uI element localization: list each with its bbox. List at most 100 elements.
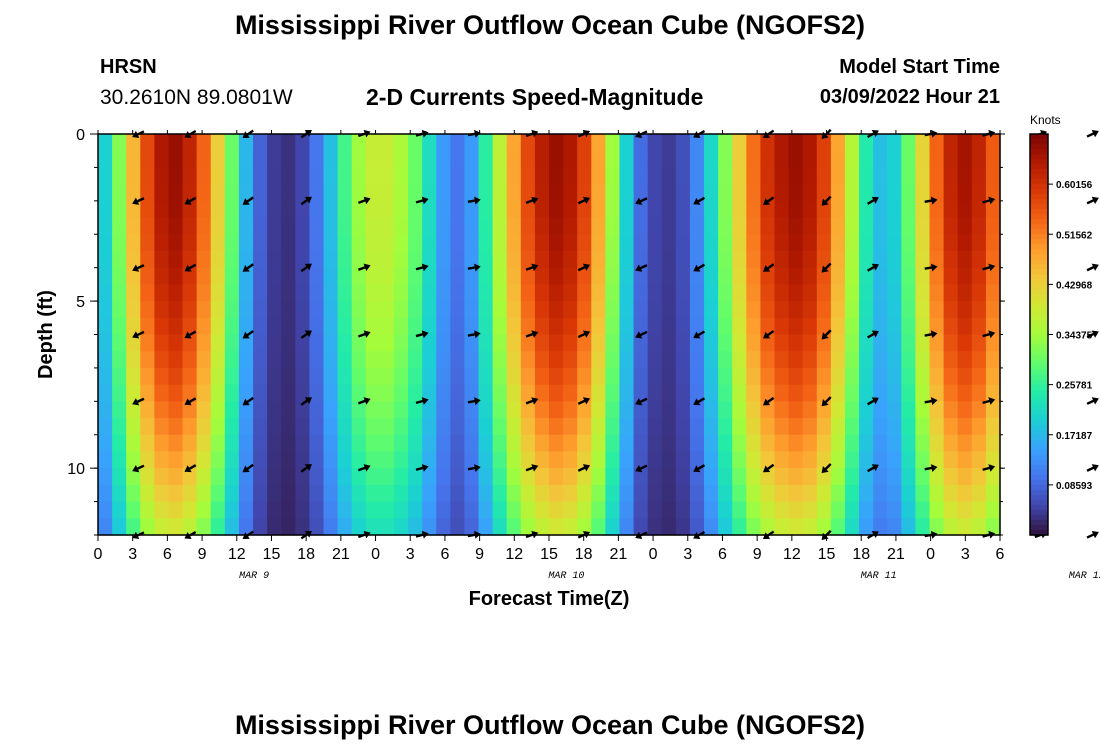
heatmap-cell [957, 301, 973, 319]
heatmap-cell [732, 484, 747, 503]
heatmap-cell [408, 334, 423, 352]
heatmap-cell [746, 284, 761, 302]
vector-head [531, 397, 539, 405]
colorbar-swatch [1030, 329, 1048, 336]
current-vector-arrow [762, 263, 775, 272]
heatmap-cell [788, 167, 804, 185]
heatmap-cell [478, 150, 494, 169]
heatmap-cell [478, 384, 494, 402]
heatmap-cell [422, 301, 437, 319]
heatmap-cell [281, 518, 296, 536]
heatmap-cell [746, 484, 761, 503]
vector-head [762, 331, 771, 339]
heatmap-cell [859, 468, 874, 486]
heatmap-cell [365, 234, 381, 252]
heatmap-cell [943, 468, 959, 486]
heatmap-cell [633, 217, 649, 235]
heatmap-cell [704, 418, 719, 436]
heatmap-cell [182, 434, 198, 453]
heatmap-cell [732, 184, 747, 202]
heatmap-cell [549, 501, 564, 519]
heatmap-cell [915, 301, 931, 319]
vector-head [184, 331, 192, 339]
heatmap-cell [126, 250, 141, 269]
heatmap-cell [985, 418, 1001, 436]
colorbar-tick-label: 0.08593 [1056, 481, 1093, 492]
heatmap-cell [844, 434, 860, 453]
heatmap-cell [365, 451, 381, 469]
heatmap-cell [210, 334, 226, 352]
colorbar-swatch [1030, 424, 1048, 431]
heatmap-cell [337, 267, 353, 285]
heatmap-cell [675, 234, 691, 252]
heatmap-cell [422, 451, 437, 469]
heatmap-cell [577, 401, 592, 419]
heatmap-cell [379, 167, 395, 185]
heatmap-cell [732, 150, 747, 169]
heatmap-cell [563, 284, 578, 302]
heatmap-cell [915, 150, 931, 169]
colorbar-swatch [1030, 459, 1048, 466]
heatmap-cell [647, 167, 663, 185]
heatmap-cell [873, 250, 888, 269]
colorbar-swatch [1030, 259, 1048, 265]
heatmap-cell [661, 134, 677, 152]
current-vector-arrow [762, 196, 775, 205]
heatmap-cell [210, 367, 226, 386]
heatmap-cell [408, 250, 423, 269]
heatmap-cell [295, 200, 310, 219]
heatmap-cell [605, 150, 621, 169]
heatmap-cell [281, 267, 296, 285]
heatmap-cell [450, 451, 466, 469]
heatmap-cell [675, 334, 691, 352]
heatmap-cell [830, 451, 846, 469]
heatmap-cell [943, 351, 959, 369]
heatmap-cell [591, 434, 606, 453]
heatmap-cell [126, 234, 141, 252]
current-vector-arrow [924, 196, 938, 205]
colorbar-swatch [1030, 519, 1048, 526]
heatmap-cell [802, 267, 818, 285]
heatmap-cell [238, 250, 254, 269]
heatmap-cell [746, 367, 761, 386]
heatmap-cell [210, 384, 226, 402]
heatmap-cell [224, 284, 240, 302]
heatmap-cell [619, 167, 635, 185]
colorbar-swatch [1030, 254, 1048, 260]
heatmap-cell [985, 134, 1001, 152]
heatmap-cell [887, 351, 902, 369]
heatmap-cell [732, 518, 747, 536]
date-label: MAR 10 [548, 571, 584, 582]
heatmap-cell [168, 250, 184, 269]
heatmap-cell [675, 267, 691, 285]
heatmap-cell [436, 234, 451, 252]
heatmap-cell [985, 200, 1001, 219]
heatmap-cell [788, 484, 804, 503]
heatmap-cell [281, 367, 296, 386]
heatmap-cell [873, 384, 888, 402]
heatmap-cell [281, 434, 296, 453]
heatmap-cell [859, 434, 874, 453]
heatmap-cell [309, 267, 325, 285]
heatmap-cell [365, 134, 381, 152]
heatmap-cell [492, 250, 508, 269]
heatmap-cell [605, 351, 621, 369]
heatmap-cell [830, 434, 846, 453]
heatmap-cell [943, 501, 959, 519]
heatmap-cell [408, 484, 423, 503]
heatmap-cell [281, 301, 296, 319]
heatmap-cell [591, 234, 606, 252]
heatmap-cell [492, 451, 508, 469]
heatmap-cell [830, 484, 846, 503]
heatmap-cell [689, 351, 705, 369]
heatmap-cell [464, 134, 480, 152]
heatmap-cell [985, 167, 1001, 185]
x-tick-label: 15 [818, 546, 836, 563]
vector-head [531, 330, 539, 338]
heatmap-cell [647, 367, 663, 386]
heatmap-cell [224, 167, 240, 185]
heatmap-cell [112, 284, 127, 302]
heatmap-cell [985, 351, 1001, 369]
heatmap-cell [633, 334, 649, 352]
heatmap-cell [873, 451, 888, 469]
